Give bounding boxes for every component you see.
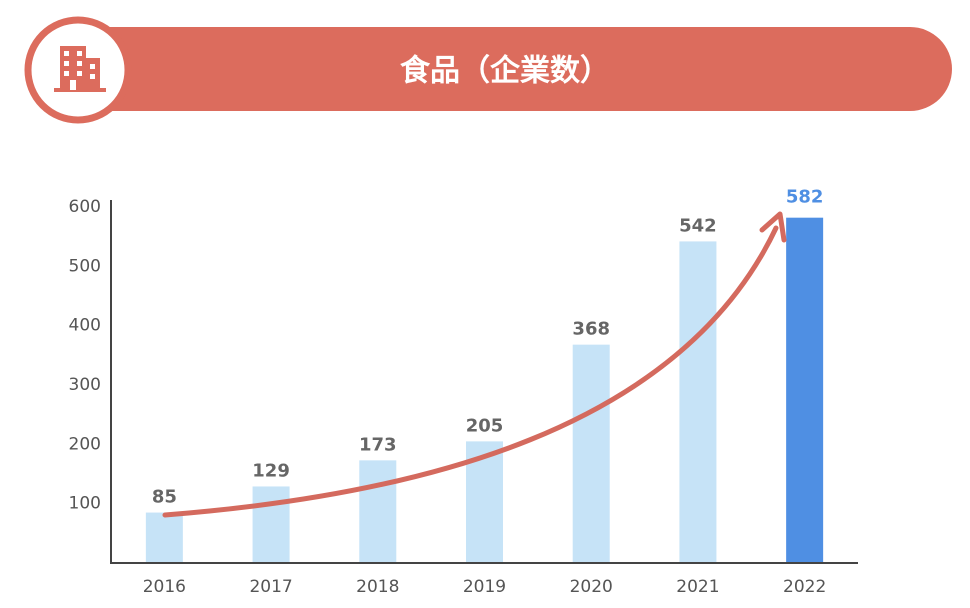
bar <box>252 486 290 563</box>
x-tick-label: 2022 <box>783 577 826 597</box>
trend-arrowhead <box>759 211 787 243</box>
y-tick-label: 600 <box>69 197 101 217</box>
value-label: 129 <box>252 460 290 481</box>
value-label: 85 <box>152 487 177 508</box>
y-tick-label: 500 <box>69 256 101 276</box>
bar <box>572 344 610 563</box>
trend-arrow <box>162 225 779 518</box>
bar <box>359 460 397 563</box>
value-label: 368 <box>572 319 610 340</box>
x-tick-label: 2020 <box>570 577 613 597</box>
value-label: 173 <box>359 434 397 455</box>
value-label: 542 <box>679 215 717 236</box>
y-tick-label: 300 <box>69 375 101 395</box>
building-icon <box>54 46 106 92</box>
value-label: 582 <box>786 187 824 208</box>
x-tick-label: 2021 <box>676 577 719 597</box>
chart-title: 食品（企業数） <box>400 54 610 89</box>
x-tick-label: 2016 <box>143 577 186 597</box>
y-tick-label: 100 <box>69 494 101 514</box>
value-label: 205 <box>466 415 504 436</box>
y-tick-label: 200 <box>69 434 101 454</box>
x-tick-label: 2018 <box>356 577 399 597</box>
bar <box>145 512 183 563</box>
x-tick-label: 2017 <box>249 577 292 597</box>
y-tick-label: 400 <box>69 316 101 336</box>
bar <box>786 217 824 563</box>
title-banner <box>60 27 952 111</box>
bar <box>679 241 717 563</box>
x-tick-label: 2019 <box>463 577 506 597</box>
